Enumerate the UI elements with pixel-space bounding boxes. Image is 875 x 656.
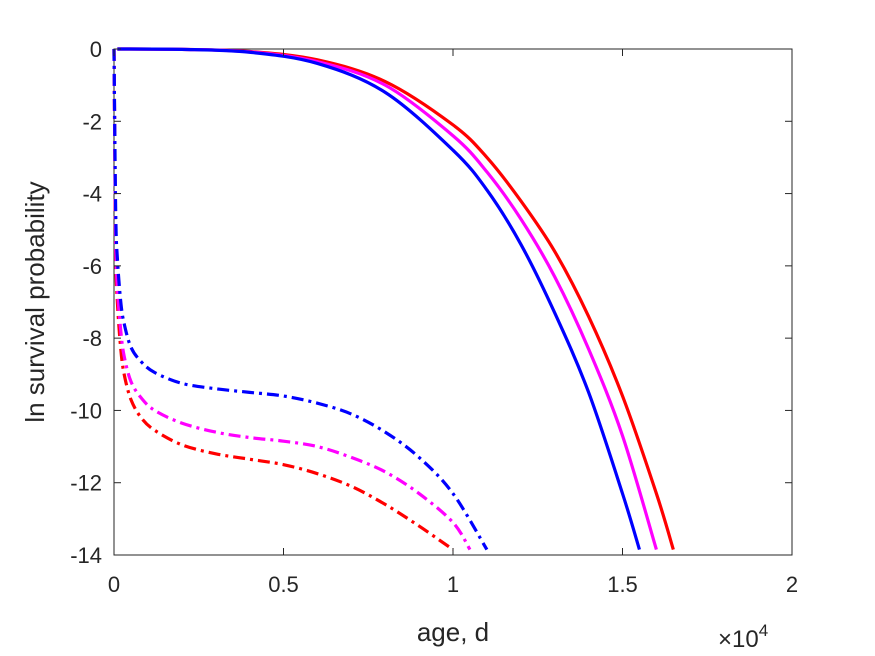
x-tick-label: 1.5 bbox=[607, 572, 638, 597]
y-tick-label: -10 bbox=[70, 398, 102, 423]
x-tick-label: 2 bbox=[786, 572, 798, 597]
x-axis-label: age, d bbox=[417, 617, 489, 647]
x-tick-label: 0 bbox=[108, 572, 120, 597]
x-axis: 0 0.5 1 1.5 2 bbox=[108, 49, 798, 597]
x-tick-label: 1 bbox=[447, 572, 459, 597]
dashdot-series-line-5 bbox=[112, 48, 472, 551]
x-axis-exponent-base: ×10 bbox=[718, 626, 759, 653]
dashdot-series-line-6 bbox=[112, 48, 489, 551]
y-tick-label: -2 bbox=[82, 109, 102, 134]
y-tick-label: 0 bbox=[90, 37, 102, 62]
x-axis-exponent: ×104 bbox=[718, 621, 768, 653]
y-tick-label: -4 bbox=[82, 182, 102, 207]
x-axis-exponent-power: 4 bbox=[759, 621, 768, 640]
y-tick-label: -8 bbox=[82, 326, 102, 351]
x-tick-label: 0.5 bbox=[268, 572, 299, 597]
plot-area bbox=[113, 48, 793, 556]
y-axis-label: ln survival probability bbox=[20, 181, 50, 422]
y-tick-label: -14 bbox=[70, 543, 102, 568]
y-tick-label: -6 bbox=[82, 254, 102, 279]
solid-series-line-3 bbox=[117, 47, 641, 551]
series-layer bbox=[112, 47, 675, 551]
y-axis: 0 -2 -4 -6 -8 -10 -12 -14 bbox=[70, 37, 792, 568]
y-tick-label: -12 bbox=[70, 471, 102, 496]
